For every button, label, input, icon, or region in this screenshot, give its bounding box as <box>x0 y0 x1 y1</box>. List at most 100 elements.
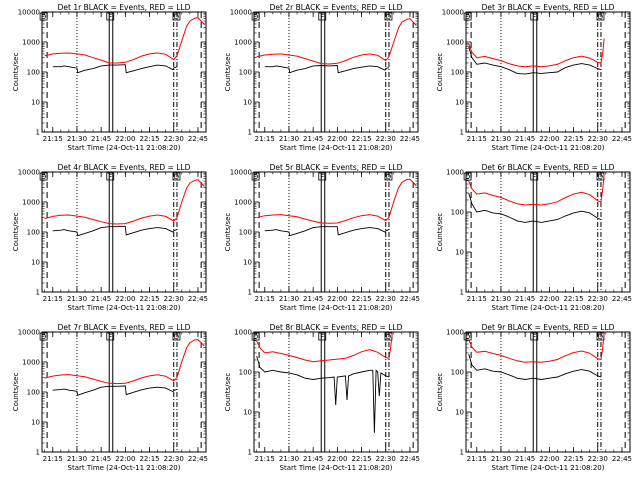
x-tick-label: 21:45 <box>91 295 111 303</box>
lld-series-line <box>256 333 393 363</box>
lld-series-line <box>44 179 205 225</box>
marker-label: D <box>386 13 391 21</box>
marker-label-box <box>39 12 48 21</box>
x-tick-label: 22:30 <box>164 135 184 143</box>
marker-label-box <box>172 332 181 341</box>
x-axis-label: Start Time (24-Oct-11 21:08:20) <box>492 464 605 472</box>
x-tick-label: 21:45 <box>91 135 111 143</box>
marker-label: D <box>465 173 470 181</box>
x-axis-label: Start Time (24-Oct-11 21:08:20) <box>280 464 393 472</box>
y-tick-label: 1 <box>248 449 252 457</box>
events-series-line <box>264 226 390 237</box>
x-tick-label: 21:45 <box>515 135 535 143</box>
axes-frame <box>41 11 207 133</box>
events-series-line <box>264 65 390 74</box>
marker-label-box <box>530 172 539 181</box>
y-tick-label: 100 <box>27 229 40 237</box>
x-tick-label: 22:45 <box>188 455 208 463</box>
x-tick-label: 22:15 <box>563 295 583 303</box>
y-tick-label: 1000 <box>234 329 252 337</box>
marker-label-box <box>251 332 260 341</box>
y-tick-label: 10 <box>455 249 464 257</box>
lld-series-line <box>468 332 605 363</box>
marker-label-box <box>384 12 393 21</box>
x-tick-label: 21:45 <box>515 455 535 463</box>
x-tick-label: 21:15 <box>43 295 63 303</box>
x-tick-label: 22:45 <box>400 295 420 303</box>
y-tick-label: 10000 <box>18 329 40 337</box>
marker-label-box <box>106 332 115 341</box>
y-tick-label: 10000 <box>230 9 252 17</box>
x-tick-label: 22:45 <box>188 135 208 143</box>
marker-label: D <box>598 13 603 21</box>
x-tick-label: 21:30 <box>67 135 87 143</box>
y-axis-label: Counts/sec <box>224 213 232 252</box>
x-tick-label: 22:00 <box>539 295 559 303</box>
marker-label: D <box>174 173 179 181</box>
lld-series-line <box>468 173 605 206</box>
x-tick-label: 22:45 <box>400 455 420 463</box>
x-tick-label: 22:00 <box>539 135 559 143</box>
marker-label: D <box>174 333 179 341</box>
marker-label: D <box>253 173 258 181</box>
panel-title: Det 2r BLACK = Events, RED = LLD <box>270 3 403 12</box>
events-series-line <box>468 46 602 75</box>
marker-label: D <box>465 13 470 21</box>
x-tick-label: 21:15 <box>43 455 63 463</box>
x-tick-label: 22:00 <box>327 295 347 303</box>
x-tick-label: 22:00 <box>115 295 135 303</box>
x-tick-label: 22:15 <box>351 135 371 143</box>
panel-title: Det 3r BLACK = Events, RED = LLD <box>482 3 615 12</box>
y-tick-label: 10 <box>243 99 252 107</box>
marker-label-box <box>251 12 260 21</box>
y-tick-label: 1 <box>36 129 40 137</box>
y-tick-label: 1 <box>460 289 464 297</box>
events-series-line <box>52 385 178 396</box>
panel-title: Det 5r BLACK = Events, RED = LLD <box>270 163 403 172</box>
lld-series-line <box>468 38 605 68</box>
y-tick-label: 10 <box>243 409 252 417</box>
marker-label: D <box>598 333 603 341</box>
marker-label-box <box>530 12 539 21</box>
axes-frame <box>465 171 631 293</box>
x-tick-label: 21:30 <box>491 295 511 303</box>
x-tick-label: 22:00 <box>115 135 135 143</box>
axes-frame <box>253 331 419 453</box>
marker-label: D <box>386 333 391 341</box>
x-axis-label: Start Time (24-Oct-11 21:08:20) <box>68 304 181 312</box>
y-axis-label: Counts/sec <box>436 213 444 252</box>
panel-title: Det 4r BLACK = Events, RED = LLD <box>58 163 191 172</box>
marker-label: D <box>41 333 46 341</box>
y-tick-label: 100 <box>451 369 464 377</box>
x-tick-label: 21:15 <box>467 135 487 143</box>
marker-label-box <box>39 332 48 341</box>
x-tick-label: 21:45 <box>515 295 535 303</box>
y-tick-label: 1000 <box>22 199 40 207</box>
y-tick-label: 10000 <box>18 169 40 177</box>
axes-frame <box>253 11 419 133</box>
panel-title: Det 1r BLACK = Events, RED = LLD <box>58 3 191 12</box>
y-tick-label: 1000 <box>234 39 252 47</box>
x-tick-label: 21:30 <box>67 295 87 303</box>
x-tick-label: 21:15 <box>255 135 275 143</box>
x-tick-label: 22:45 <box>400 135 420 143</box>
x-axis-label: Start Time (24-Oct-11 21:08:20) <box>280 304 393 312</box>
marker-label-box <box>172 12 181 21</box>
y-axis-label: Counts/sec <box>12 53 20 92</box>
x-tick-label: 22:45 <box>612 135 632 143</box>
x-tick-label: 21:45 <box>303 295 323 303</box>
x-tick-label: 22:30 <box>588 455 608 463</box>
x-tick-label: 22:45 <box>612 455 632 463</box>
panel-title: Det 8r BLACK = Events, RED = LLD <box>270 323 403 332</box>
panel-title: Det 9r BLACK = Events, RED = LLD <box>482 323 615 332</box>
x-tick-label: 22:30 <box>588 295 608 303</box>
events-series-line <box>468 192 602 223</box>
events-series-line <box>468 353 602 380</box>
y-axis-label: Counts/sec <box>224 53 232 92</box>
axes-frame <box>465 11 631 133</box>
